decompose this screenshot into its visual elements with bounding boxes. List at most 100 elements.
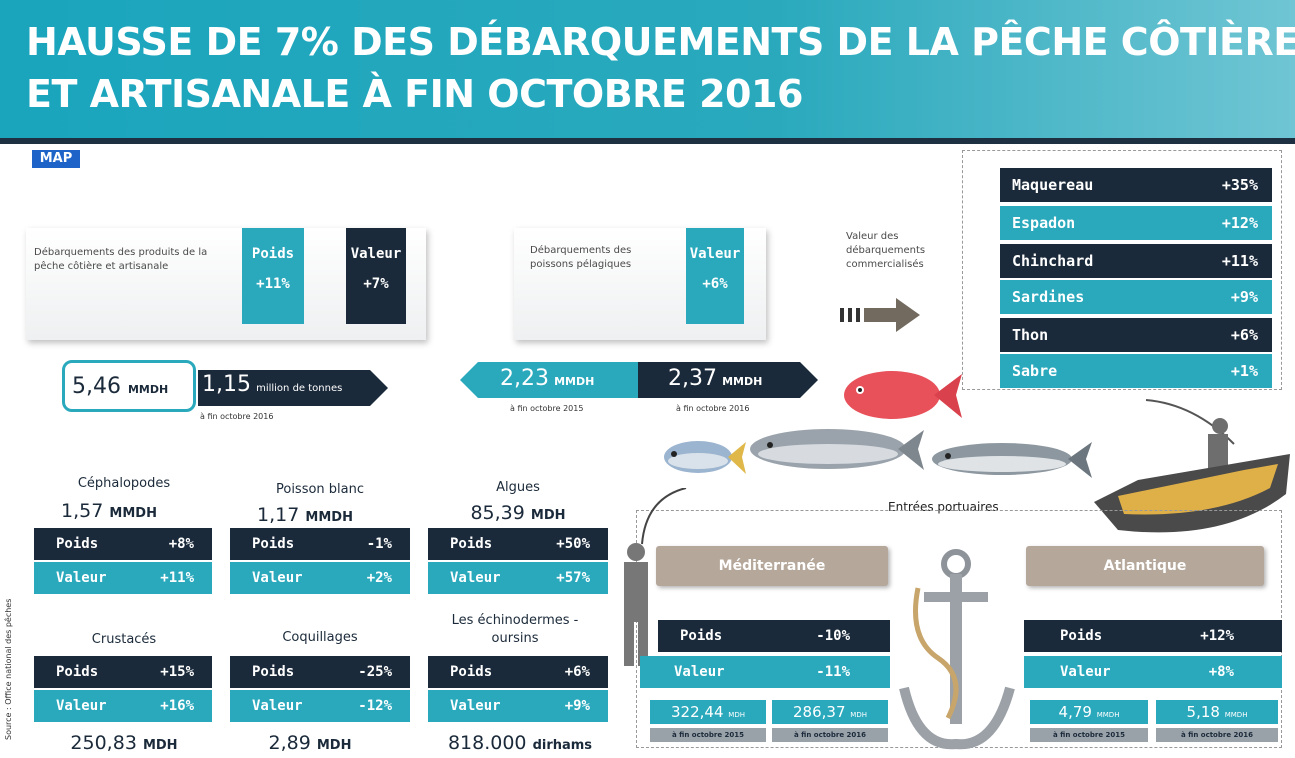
group-value-label: Valeur [252, 698, 303, 714]
species-value: +6% [1230, 326, 1258, 344]
coastal-value-value: +7% [363, 276, 389, 292]
coastal-tonnage-unit: million de tonnes [256, 383, 343, 394]
group-value-row: Valeur +16% [34, 690, 212, 722]
commercial-arrow-icon [840, 298, 920, 332]
group-amount-number: 2,89 [268, 732, 311, 754]
species-name: Sabre [1012, 362, 1058, 380]
port-med-value: -11% [816, 664, 850, 680]
group-value: +11% [160, 570, 194, 586]
group-amount-unit: dirhams [532, 738, 593, 753]
coastal-amount-oval [62, 360, 196, 412]
group-amount: 818.000 dirhams [430, 732, 610, 754]
group-value-row: Valeur +2% [230, 562, 410, 594]
red-fish-icon [844, 371, 962, 419]
port-med-2016-unit: MDH [850, 711, 867, 719]
coastal-description: Débarquements des produits de la pêche c… [34, 247, 208, 272]
port-atl-2015: 4,79 MMDH [1030, 700, 1148, 724]
port-atl-2016-number: 5,18 [1186, 703, 1220, 721]
group-amount-unit: MDH [142, 738, 178, 753]
group-weight-row: Poids -25% [230, 656, 410, 688]
group-weight: -25% [358, 664, 392, 680]
pelagic-2015: 2,23 MMDH [500, 366, 594, 391]
port-atl-value-row: Valeur +8% [1024, 656, 1282, 688]
pelagic-caption-2016: à fin octobre 2016 [676, 404, 750, 413]
port-atl-2016-unit: MMDH [1224, 711, 1248, 719]
pelagic-description: Débarquements des poissons pélagiques [530, 245, 632, 270]
species-row: Sabre +1% [1000, 354, 1272, 388]
group-title: Crustacés [91, 632, 157, 647]
group-amount: 2,89 MDH [230, 732, 390, 754]
port-med-weight-row: Poids -10% [658, 620, 890, 652]
group-amount: 1,57 MMDH [34, 500, 184, 522]
group-title: Les échinodermes -oursins [451, 613, 579, 646]
group-value: +57% [556, 570, 590, 586]
group-weight-label: Poids [56, 664, 99, 680]
coastal-value-tag: Valeur +7% [346, 228, 406, 324]
port-med-2015-number: 322,44 [671, 703, 724, 721]
port-med-2015: 322,44 MDH [650, 700, 766, 724]
species-value: +1% [1230, 362, 1258, 380]
coastal-weight-value: +11% [256, 276, 290, 292]
group-value: +9% [564, 698, 590, 714]
group-value-row: Valeur +11% [34, 562, 212, 594]
white-fish-icon [932, 442, 1092, 478]
group-weight: +8% [168, 536, 194, 552]
group-amount-number: 250,83 [70, 732, 137, 754]
group-weight: +15% [160, 664, 194, 680]
group-amount: 85,39 MDH [428, 502, 608, 524]
commercial-label: Valeur des débarquements commercialisés [846, 231, 926, 270]
species-name: Chinchard [1012, 252, 1094, 270]
port-atl-2016: 5,18 MMDH [1156, 700, 1278, 724]
port-med-value-label: Valeur [674, 664, 725, 680]
species-value: +9% [1230, 288, 1258, 306]
group-title: Algues [496, 480, 540, 495]
pelagic-2015-unit: MMDH [554, 375, 595, 388]
fisherman-silhouette-icon [624, 488, 687, 666]
species-row: Maquereau +35% [1000, 168, 1272, 202]
port-med-value-row: Valeur -11% [640, 656, 890, 688]
port-atl-title: Atlantique [1026, 546, 1264, 586]
species-row: Espadon +12% [1000, 206, 1272, 240]
species-row: Sardines +9% [1000, 280, 1272, 314]
port-med-weight: -10% [816, 628, 850, 644]
group-weight-label: Poids [252, 664, 295, 680]
port-med-title: Méditerranée [656, 546, 888, 586]
boat-fisherman-icon [1094, 399, 1290, 533]
group-weight-row: Poids +8% [34, 528, 212, 560]
port-med-caption-2016: à fin octobre 2016 [772, 728, 888, 742]
group-value-label: Valeur [450, 570, 501, 586]
group-value-label: Valeur [450, 698, 501, 714]
grey-fish-icon [750, 429, 924, 470]
group-amount-unit: MMDH [109, 506, 157, 521]
group-amount: 250,83 MDH [34, 732, 214, 754]
anchor-icon [899, 549, 1015, 750]
group-weight-row: Poids +15% [34, 656, 212, 688]
port-atl-caption-2015: à fin octobre 2015 [1030, 728, 1148, 742]
coastal-amount-unit: MMDH [127, 383, 169, 396]
title-line-1: HAUSSE DE 7% DES DÉBARQUEMENTS DE LA PÊC… [26, 20, 1295, 64]
group-value-row: Valeur +57% [428, 562, 608, 594]
group-title: Coquillages [282, 630, 358, 645]
small-fish-icon [664, 441, 746, 474]
group-amount: 1,17 MMDH [230, 504, 380, 526]
coastal-weight-label: Poids [251, 246, 295, 262]
group-weight-label: Poids [450, 664, 493, 680]
pelagic-value-value: +6% [702, 276, 728, 292]
pelagic-2016-unit: MMDH [722, 375, 763, 388]
coastal-amount-number: 5,46 [72, 374, 121, 399]
group-title: Céphalopodes [77, 476, 171, 491]
group-weight-row: Poids +50% [428, 528, 608, 560]
group-weight: +6% [564, 664, 590, 680]
port-atl-weight-row: Poids +12% [1024, 620, 1282, 652]
title-line-2: ET ARTISANALE À FIN OCTOBRE 2016 [26, 72, 803, 116]
group-value: -12% [358, 698, 392, 714]
port-atl-weight: +12% [1200, 628, 1234, 644]
port-atl-caption-2016: à fin octobre 2016 [1156, 728, 1278, 742]
group-weight-row: Poids -1% [230, 528, 410, 560]
port-med-caption-2015: à fin octobre 2015 [650, 728, 766, 742]
species-value: +12% [1221, 214, 1258, 232]
port-med-2016: 286,37 MDH [772, 700, 888, 724]
pelagic-2015-number: 2,23 [500, 366, 549, 391]
species-value: +35% [1221, 176, 1258, 194]
port-atl-value-label: Valeur [1060, 664, 1111, 680]
